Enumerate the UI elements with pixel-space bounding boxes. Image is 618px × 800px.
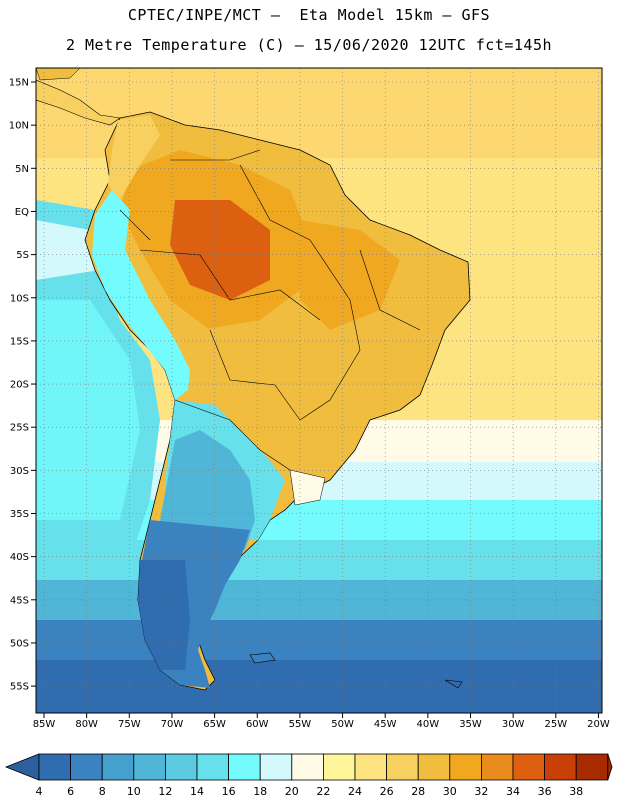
lon-tick-label: 80W xyxy=(75,719,98,730)
colorbar-swatch xyxy=(449,753,482,781)
lon-tick-label: 70W xyxy=(161,719,184,730)
lon-tick-label: 30W xyxy=(502,719,525,730)
colorbar-label: 10 xyxy=(127,785,141,798)
colorbar-swatch xyxy=(228,753,261,781)
colorbar-label: 22 xyxy=(316,785,330,798)
lat-tick-label: EQ xyxy=(15,207,29,218)
colorbar-swatch xyxy=(164,753,198,781)
lon-tick-label: 50W xyxy=(331,719,354,730)
colorbar-swatch xyxy=(575,753,609,781)
central-warm-region xyxy=(200,320,300,430)
map-area xyxy=(36,68,602,713)
lon-tick-label: 85W xyxy=(33,719,56,730)
lat-tick-label: 5N xyxy=(15,164,29,175)
andes-cold-strip xyxy=(92,190,190,400)
colorbar-label: 8 xyxy=(99,785,106,798)
pacific-eq-band xyxy=(36,220,100,280)
lat-tick-label: 35S xyxy=(10,509,29,520)
colorbar-label: 4 xyxy=(36,785,43,798)
colorbar-swatch xyxy=(291,753,324,781)
central-america xyxy=(36,79,121,126)
ocean-band-6 xyxy=(36,660,602,713)
falkland-islands xyxy=(249,652,276,664)
colorbar-swatch xyxy=(196,753,230,781)
colorbar-low-arrow xyxy=(4,753,40,781)
lon-tick-label: 65W xyxy=(203,719,226,730)
colombia-highlands xyxy=(108,115,160,200)
colorbar-label: 36 xyxy=(538,785,552,798)
lon-tick-label: 45W xyxy=(374,719,397,730)
colorbar-swatch xyxy=(480,753,514,781)
colorbar-label: 28 xyxy=(411,785,425,798)
colorbar-label: 20 xyxy=(285,785,299,798)
lat-tick-label: 15N xyxy=(9,78,29,89)
northeast-hot-region xyxy=(300,220,400,330)
colorbar-swatch xyxy=(386,753,419,781)
colorbar-label: 38 xyxy=(569,785,583,798)
colorbar-label: 30 xyxy=(443,785,457,798)
colorbar-swatch xyxy=(38,753,72,781)
amazon-hottest-core xyxy=(170,200,270,300)
map-frame xyxy=(35,67,603,714)
lon-tick-label: 40W xyxy=(417,719,440,730)
colorbar-swatch xyxy=(70,753,103,781)
lat-tick-label: 25S xyxy=(10,423,29,434)
colorbar-swatch xyxy=(417,753,451,781)
chart-title-line2: 2 Metre Temperature (C) – 15/06/2020 12U… xyxy=(65,36,553,54)
lat-tick-label: 30S xyxy=(10,466,29,477)
lon-tick-label: 20W xyxy=(587,719,610,730)
colorbar-swatch xyxy=(322,753,356,781)
colorbar-label: 24 xyxy=(348,785,362,798)
colorbar-label: 18 xyxy=(253,785,267,798)
lat-tick-label: 10S xyxy=(10,293,29,304)
lat-tick-label: 15S xyxy=(10,336,29,347)
ocean-band-12 xyxy=(36,580,602,625)
lon-tick-label: 25W xyxy=(544,719,567,730)
colorbar-swatch xyxy=(259,753,293,781)
latitude-ticks: 15N 10N 5N EQ 5S 10S 15S 20S 25S 30S 35S 40S 45S 50S 5… xyxy=(9,78,36,693)
colorbar-label: 32 xyxy=(474,785,488,798)
south-georgia xyxy=(444,679,463,689)
colorbar-swatch xyxy=(101,753,135,781)
caribbean-islands xyxy=(36,68,81,81)
lat-tick-label: 45S xyxy=(10,595,29,606)
rio-de-la-plata xyxy=(289,469,326,506)
pacific-cool-inner xyxy=(36,300,140,520)
country-borders xyxy=(119,149,421,471)
colorbar-swatch xyxy=(544,753,577,781)
colorbar-label: 26 xyxy=(380,785,394,798)
lon-tick-label: 55W xyxy=(289,719,312,730)
colorbar-swatch xyxy=(354,753,388,781)
colorbar: 4 6 8 10 12 14 16 18 20 22 24 26 28 30 32 34 36 38 xyxy=(4,753,613,798)
colorbar-label: 14 xyxy=(190,785,204,798)
chart-title-line1: CPTEC/INPE/MCT – Eta Model 15km – GFS xyxy=(127,6,491,24)
patagonia-coldest xyxy=(138,560,190,670)
lat-tick-label: 50S xyxy=(10,638,29,649)
lat-tick-label: 10N xyxy=(9,121,29,132)
lat-tick-label: 20S xyxy=(10,380,29,391)
colorbar-swatch xyxy=(133,753,166,781)
lat-tick-label: 40S xyxy=(10,552,29,563)
ocean-band-8 xyxy=(36,620,602,665)
colorbar-label: 16 xyxy=(222,785,236,798)
lat-tick-label: 5S xyxy=(16,250,29,261)
colorbar-label: 6 xyxy=(67,785,74,798)
lon-tick-label: 75W xyxy=(118,719,141,730)
colorbar-label: 34 xyxy=(506,785,520,798)
lon-tick-label: 60W xyxy=(246,719,269,730)
lat-tick-label: 55S xyxy=(10,682,29,693)
longitude-ticks: 85W 80W 75W 70W 65W 60W 55W 50W 45W 40W 35W 30W 25W 2… xyxy=(33,713,610,730)
lon-tick-label: 35W xyxy=(459,719,482,730)
colorbar-high-arrow xyxy=(607,753,613,781)
colorbar-label: 12 xyxy=(158,785,172,798)
colorbar-swatch xyxy=(512,753,546,781)
